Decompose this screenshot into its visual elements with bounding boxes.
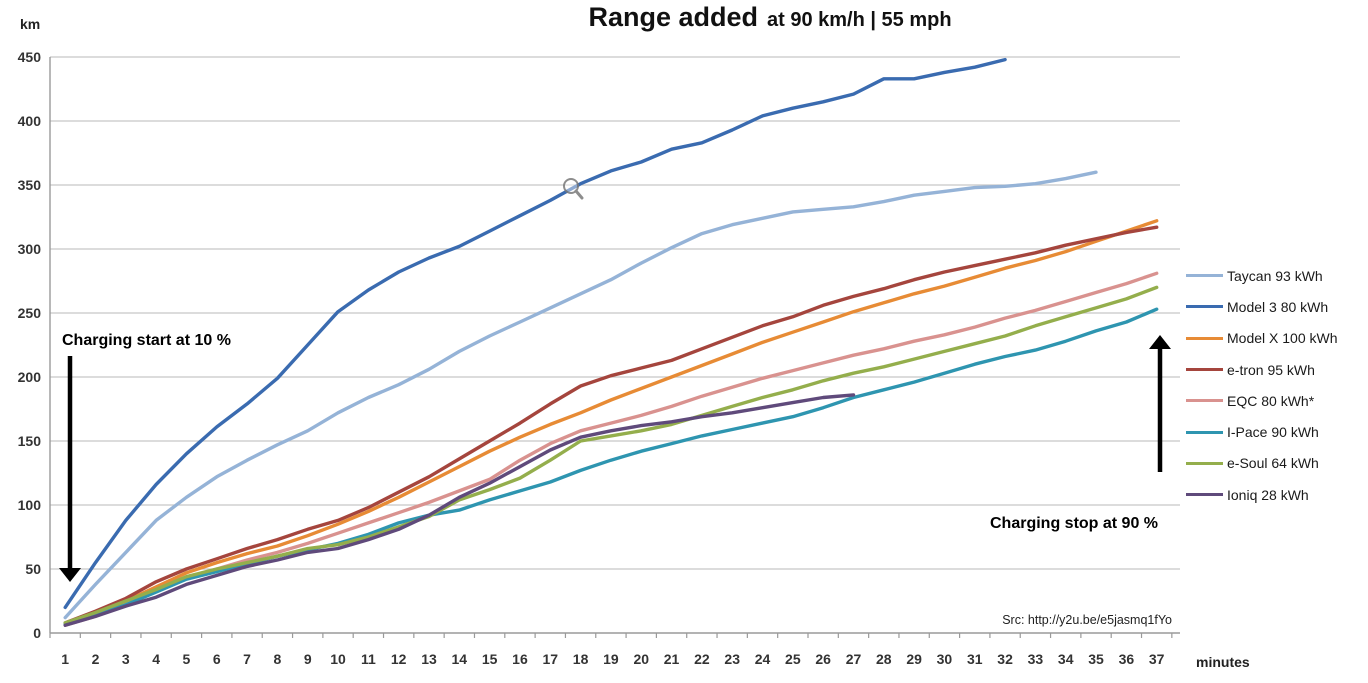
legend-item: Model 3 80 kWh: [1186, 291, 1338, 322]
svg-text:31: 31: [967, 651, 983, 667]
svg-text:30: 30: [937, 651, 953, 667]
svg-text:34: 34: [1058, 651, 1074, 667]
svg-text:18: 18: [573, 651, 589, 667]
legend-item-label: Ioniq 28 kWh: [1227, 486, 1309, 503]
svg-text:24: 24: [755, 651, 771, 667]
chart-title-subtitle: at 90 km/h | 55 mph: [766, 9, 952, 31]
svg-text:35: 35: [1088, 651, 1104, 667]
legend-line-swatch: [1186, 336, 1223, 340]
chart-title: Range added at 90 km/h | 55 mph: [588, 2, 951, 33]
svg-text:400: 400: [18, 113, 42, 129]
svg-text:13: 13: [421, 651, 437, 667]
svg-text:10: 10: [330, 651, 346, 667]
svg-text:2: 2: [92, 651, 100, 667]
magnifier-cursor-icon: [563, 178, 584, 200]
legend-item-label: e-tron 95 kWh: [1227, 361, 1315, 378]
svg-text:6: 6: [213, 651, 221, 667]
svg-text:8: 8: [274, 651, 282, 667]
svg-text:450: 450: [18, 49, 42, 65]
svg-text:33: 33: [1028, 651, 1044, 667]
svg-text:3: 3: [122, 651, 130, 667]
legend-item: e-tron 95 kWh: [1186, 354, 1338, 385]
legend-item: I-Pace 90 kWh: [1186, 416, 1338, 447]
svg-text:7: 7: [243, 651, 251, 667]
svg-text:300: 300: [18, 241, 42, 257]
svg-text:0: 0: [33, 625, 41, 641]
svg-text:20: 20: [633, 651, 649, 667]
x-axis-unit-label: minutes: [1196, 654, 1250, 670]
legend-item-label: e-Soul 64 kWh: [1227, 455, 1319, 472]
legend-line-swatch: [1186, 493, 1223, 497]
svg-text:50: 50: [25, 561, 41, 577]
svg-text:37: 37: [1149, 651, 1165, 667]
svg-text:28: 28: [876, 651, 892, 667]
legend-item-label: Taycan 93 kWh: [1227, 267, 1323, 284]
legend-item-label: Model 3 80 kWh: [1227, 298, 1329, 315]
svg-text:32: 32: [997, 651, 1013, 667]
svg-text:350: 350: [18, 177, 42, 193]
svg-text:29: 29: [906, 651, 922, 667]
svg-text:1: 1: [61, 651, 69, 667]
legend-item-label: I-Pace 90 kWh: [1227, 424, 1319, 441]
svg-text:150: 150: [18, 433, 42, 449]
svg-text:23: 23: [724, 651, 740, 667]
svg-text:5: 5: [183, 651, 191, 667]
svg-text:14: 14: [452, 651, 468, 667]
legend-item: EQC 80 kWh*: [1186, 385, 1338, 416]
legend-line-swatch: [1186, 461, 1223, 465]
legend-item: Model X 100 kWh: [1186, 323, 1338, 354]
legend-item: Ioniq 28 kWh: [1186, 479, 1338, 510]
legend-item-label: EQC 80 kWh*: [1227, 392, 1315, 409]
legend-line-swatch: [1186, 274, 1223, 278]
legend-line-swatch: [1186, 368, 1223, 372]
annotation-charging-start: Charging start at 10 %: [62, 332, 231, 349]
svg-text:16: 16: [512, 651, 528, 667]
legend-item: Taycan 93 kWh: [1186, 260, 1338, 291]
svg-text:15: 15: [482, 651, 498, 667]
legend-line-swatch: [1186, 430, 1223, 434]
svg-text:17: 17: [542, 651, 558, 667]
y-axis-unit-label: km: [20, 16, 41, 32]
svg-text:22: 22: [694, 651, 710, 667]
svg-text:4: 4: [152, 651, 160, 667]
legend-line-swatch: [1186, 305, 1223, 309]
svg-text:19: 19: [603, 651, 619, 667]
legend-item: e-Soul 64 kWh: [1186, 448, 1338, 479]
annotation-charging-stop: Charging stop at 90 %: [990, 515, 1159, 532]
svg-text:11: 11: [361, 651, 376, 667]
legend-line-swatch: [1186, 399, 1223, 403]
svg-text:9: 9: [304, 651, 312, 667]
svg-text:25: 25: [785, 651, 801, 667]
source-credit: Src: http://y2u.be/e5jasmq1fYo: [1002, 613, 1172, 627]
legend-item-label: Model X 100 kWh: [1227, 330, 1338, 347]
svg-text:100: 100: [18, 497, 42, 513]
svg-text:250: 250: [18, 305, 42, 321]
svg-text:36: 36: [1119, 651, 1135, 667]
chart-legend: Taycan 93 kWh Model 3 80 kWh Model X 100…: [1186, 260, 1338, 510]
svg-text:12: 12: [391, 651, 407, 667]
svg-text:21: 21: [664, 651, 680, 667]
svg-text:26: 26: [815, 651, 831, 667]
svg-text:27: 27: [846, 651, 862, 667]
chart-title-main: Range added: [588, 2, 758, 32]
svg-text:200: 200: [18, 369, 42, 385]
